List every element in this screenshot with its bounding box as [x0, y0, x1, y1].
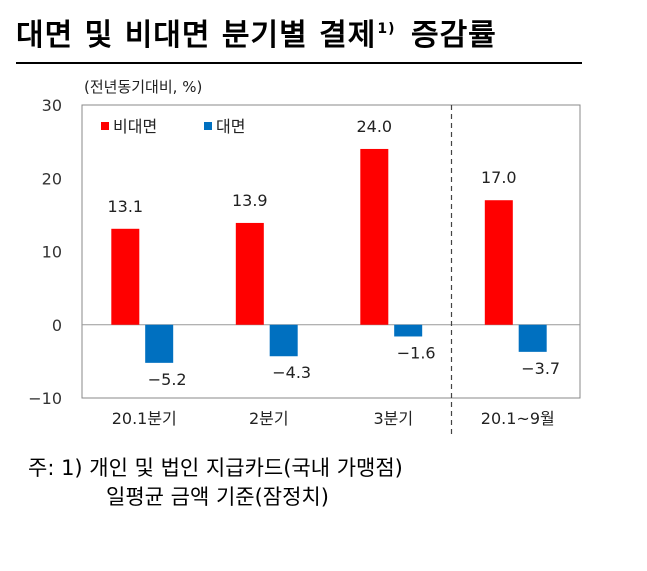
unit-label: (전년동기대비, %)	[84, 78, 203, 96]
bar-facetoface	[269, 324, 298, 357]
footnote-line-2: 일평균 금액 기준(잠정치)	[106, 485, 329, 509]
data-label: −5.2	[148, 370, 187, 389]
footnote-line-1: 주: 1) 개인 및 법인 지급카드(국내 가맹점)	[28, 456, 403, 480]
plot-area-frame	[81, 104, 581, 399]
data-label: 17.0	[481, 168, 517, 187]
bar-nonfacetoface	[484, 200, 513, 325]
title-underline	[16, 62, 582, 64]
bar-facetoface	[394, 324, 423, 337]
y-tick-label: −10	[28, 389, 62, 408]
x-category-label: 2분기	[249, 409, 289, 428]
legend-label: 비대면	[113, 117, 157, 136]
x-category-label: 20.1~9월	[481, 409, 555, 428]
y-tick-label: 0	[52, 316, 62, 335]
legend-swatch	[101, 122, 109, 130]
bar-facetoface	[145, 324, 174, 363]
data-label: −1.6	[397, 343, 436, 362]
data-label: 24.0	[356, 117, 392, 136]
chart-title-tail: 증감률	[410, 18, 497, 53]
y-tick-label: 30	[42, 96, 62, 115]
data-label: 13.1	[107, 197, 143, 216]
chart-title: 대면 및 비대면 분기별 결제1) 증감률	[16, 10, 497, 54]
y-tick-label: 20	[42, 169, 62, 188]
bar-facetoface	[518, 324, 547, 352]
bar-nonfacetoface	[360, 148, 389, 325]
y-tick-label: 10	[42, 243, 62, 262]
legend-swatch	[204, 122, 212, 130]
legend-label: 대면	[216, 117, 245, 136]
bar-nonfacetoface	[235, 222, 264, 325]
data-label: −4.3	[272, 363, 311, 382]
data-label: 13.9	[232, 191, 268, 210]
bar-nonfacetoface	[111, 228, 140, 325]
x-category-label: 3분기	[373, 409, 413, 428]
chart-title-main: 대면 및 비대면 분기별 결제	[16, 18, 377, 53]
x-category-label: 20.1분기	[112, 409, 177, 428]
chart-title-footnote-mark: 1)	[377, 21, 396, 37]
data-label: −3.7	[521, 359, 560, 378]
